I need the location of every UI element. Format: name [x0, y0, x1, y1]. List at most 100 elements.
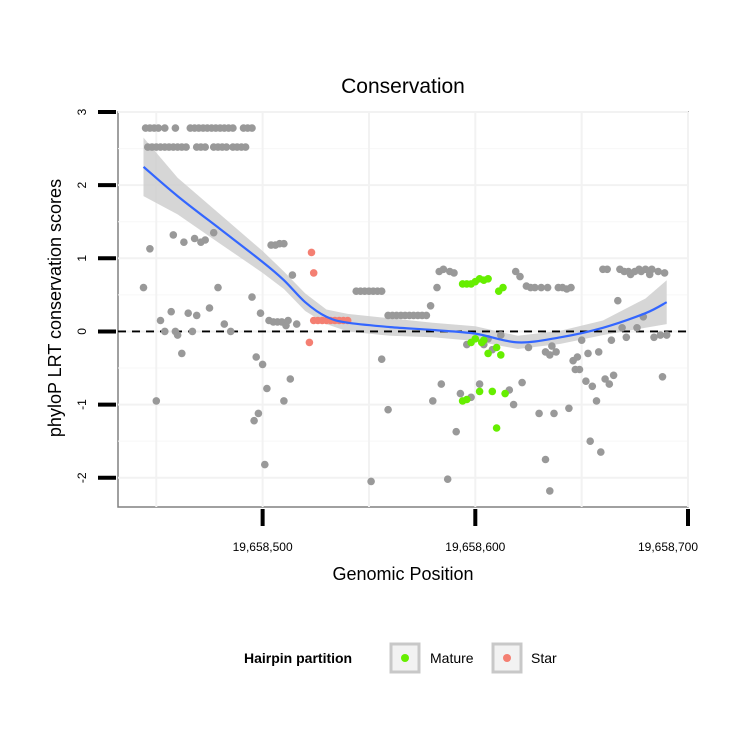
point-other [214, 283, 222, 292]
plot-panel [117, 111, 689, 508]
point-other [565, 404, 573, 413]
point-other [524, 343, 533, 352]
point-other [429, 397, 437, 405]
point-other [618, 324, 626, 332]
point-other [509, 400, 518, 409]
point-other [209, 228, 218, 237]
point-mature [484, 349, 492, 358]
point-other [537, 283, 545, 292]
point-other [516, 272, 524, 281]
chart-title: Conservation [341, 75, 465, 98]
confidence-ribbon [143, 137, 667, 349]
point-other [292, 320, 301, 328]
point-other [567, 283, 575, 292]
point-other [367, 477, 375, 486]
point-other [654, 267, 662, 276]
point-mature [499, 283, 507, 292]
point-other [161, 327, 169, 336]
y-axis: -2 -1 0 1 2 3 [75, 108, 116, 483]
point-other [426, 302, 435, 310]
point-other [650, 333, 658, 342]
point-other [660, 269, 669, 277]
point-other [597, 448, 605, 456]
y-tick-label: 3 [75, 108, 89, 115]
point-other [280, 239, 288, 248]
y-tick-label: 1 [75, 255, 89, 262]
point-mature [501, 389, 509, 398]
point-other [546, 351, 554, 359]
point-other [546, 487, 554, 495]
point-other [452, 427, 461, 436]
point-star [309, 269, 318, 277]
point-mature [484, 275, 492, 283]
point-other [205, 304, 214, 312]
point-other [241, 143, 250, 151]
legend-swatch-star [503, 654, 511, 662]
point-other [248, 124, 256, 132]
point-other [543, 283, 552, 292]
point-other [535, 409, 543, 418]
point-star [305, 338, 314, 347]
point-other [178, 349, 186, 358]
series-other [139, 124, 671, 495]
point-other [594, 348, 603, 356]
series-star [305, 248, 352, 347]
point-other [456, 389, 465, 398]
point-other [171, 124, 180, 132]
point-other [167, 307, 175, 316]
point-other [288, 271, 297, 279]
point-other [475, 380, 484, 388]
point-other [184, 309, 192, 318]
y-axis-title: phyloP LRT conservation scores [45, 179, 65, 437]
point-other [633, 324, 641, 332]
point-other [377, 355, 386, 364]
point-other [258, 360, 267, 369]
point-other [658, 373, 667, 381]
point-other [256, 309, 265, 318]
point-other [531, 283, 539, 292]
point-other [601, 375, 609, 383]
point-mature [477, 338, 486, 347]
point-other [605, 380, 614, 388]
point-other [190, 234, 199, 243]
x-tick-label: 19,658,700 [638, 540, 698, 554]
point-other [511, 267, 520, 276]
point-other [188, 327, 197, 336]
point-mature [492, 343, 501, 352]
point-other [648, 265, 656, 274]
point-other [550, 409, 558, 418]
point-mature [497, 351, 505, 359]
point-other [433, 283, 441, 292]
point-mature [488, 387, 497, 396]
point-other [201, 143, 209, 151]
point-other [226, 327, 235, 336]
point-other [261, 460, 269, 469]
point-other [161, 124, 169, 132]
smooth-line-layer [142, 166, 668, 344]
point-other [146, 245, 154, 253]
point-other [254, 409, 263, 418]
point-other [603, 265, 611, 274]
point-other [192, 311, 201, 320]
x-tick-label: 19,658,500 [233, 540, 293, 554]
point-other [575, 365, 584, 374]
x-tick-label: 19,658,600 [445, 540, 505, 554]
legend-swatch-mature [401, 654, 409, 662]
point-other [592, 397, 601, 405]
point-other [497, 331, 505, 339]
point-star [307, 248, 316, 257]
point-other [250, 416, 258, 425]
point-other [248, 293, 256, 301]
point-other [584, 349, 592, 358]
point-other [614, 296, 622, 305]
x-axis: 19,658,500 19,658,600 19,658,700 [233, 509, 698, 554]
smooth-fit-line [142, 166, 668, 344]
point-mature [463, 395, 471, 404]
point-other [541, 455, 550, 464]
point-other [577, 336, 586, 345]
point-other [180, 238, 188, 246]
confidence-ribbon-layer [143, 137, 667, 349]
point-other [548, 342, 556, 350]
point-other [263, 384, 271, 393]
point-other [622, 333, 631, 342]
